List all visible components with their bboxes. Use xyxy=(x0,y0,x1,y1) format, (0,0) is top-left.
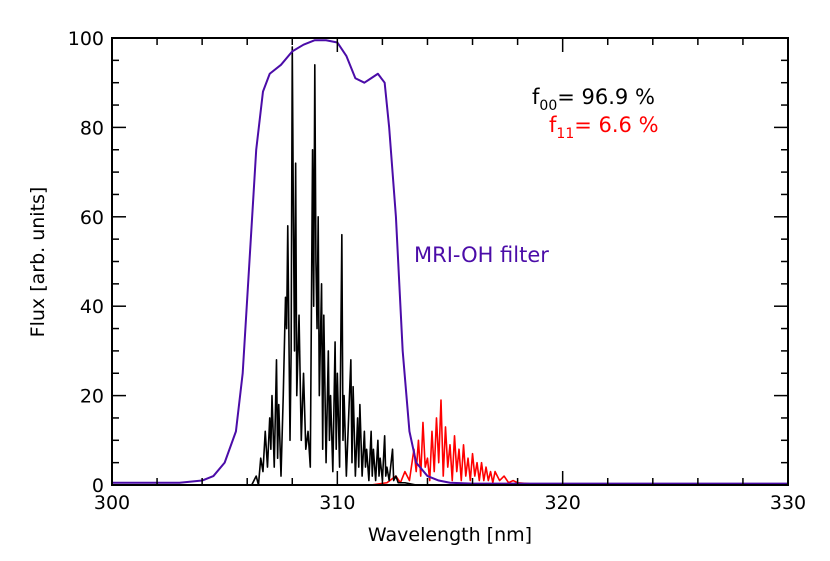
y-tick-label: 40 xyxy=(80,296,104,318)
x-tick-label: 300 xyxy=(94,492,130,514)
filter-label: MRI-OH filter xyxy=(414,243,549,267)
annotation-f00: f00= 96.9 % xyxy=(532,85,655,114)
series-line-3 xyxy=(112,399,788,486)
series-layer xyxy=(112,39,788,486)
x-tick-label: 330 xyxy=(770,492,806,514)
x-tick-label: 320 xyxy=(545,492,581,514)
f00-prefix: f xyxy=(532,85,540,109)
x-tick-label: 310 xyxy=(319,492,355,514)
y-tick-label: 80 xyxy=(80,117,104,139)
series-line-1 xyxy=(112,39,788,485)
y-tick-label: 60 xyxy=(80,207,104,229)
annotation-f11: f11= 6.6 % xyxy=(549,113,659,142)
f00-subscript: 00 xyxy=(539,98,557,114)
series-line-2 xyxy=(112,46,788,486)
f00-value: = 96.9 % xyxy=(557,85,655,109)
f11-subscript: 11 xyxy=(556,126,574,142)
y-tick-label: 20 xyxy=(80,386,104,408)
y-axis-label: Flux [arb. units] xyxy=(27,187,49,338)
f11-value: = 6.6 % xyxy=(574,113,658,137)
y-tick-label: 0 xyxy=(92,475,104,497)
ticks-layer xyxy=(111,37,789,486)
f11-prefix: f xyxy=(549,113,557,137)
tick-labels-layer: 300 310 320 330 0 20 40 60 80 100 xyxy=(68,28,806,514)
y-tick-label: 100 xyxy=(68,28,104,50)
x-axis-label: Wavelength [nm] xyxy=(368,524,532,546)
